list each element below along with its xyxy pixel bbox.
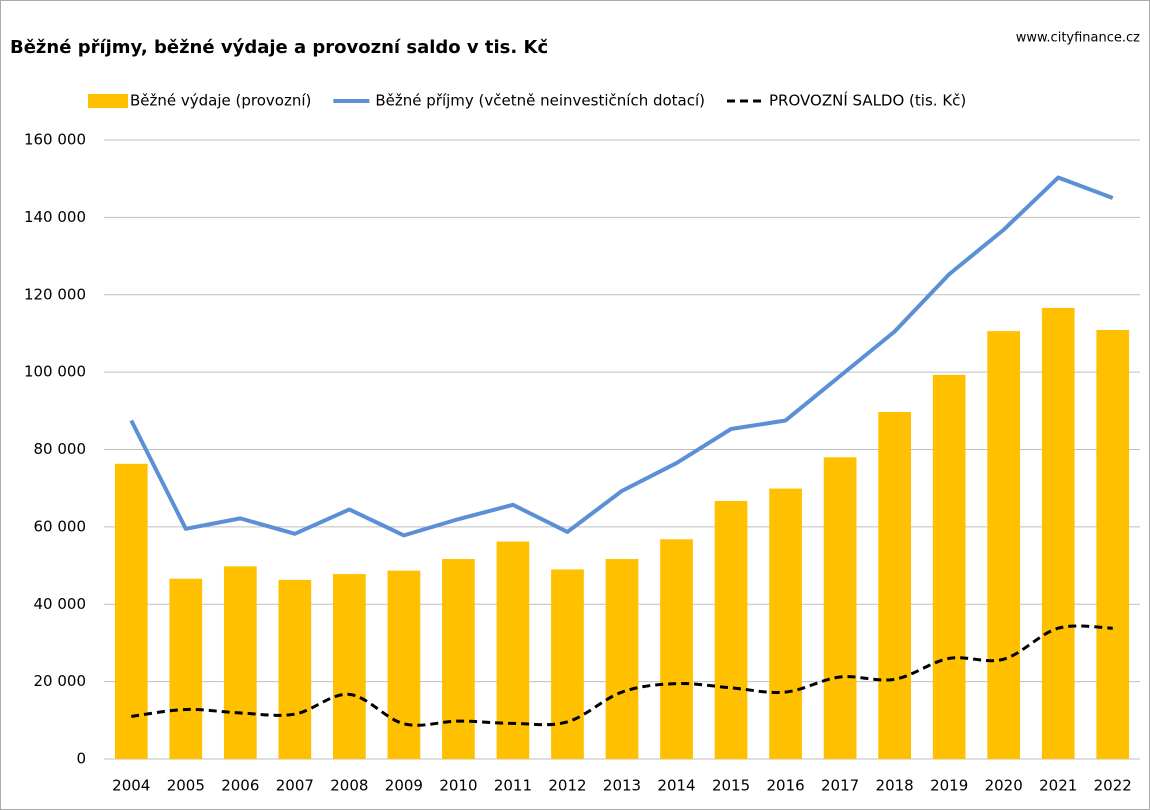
bar: [878, 411, 911, 759]
bar: [660, 539, 693, 759]
bar: [1096, 329, 1130, 759]
bar: [551, 569, 584, 759]
line-series: [131, 624, 1113, 727]
bar: [333, 574, 366, 759]
x-tick-label: 2006: [221, 777, 259, 795]
line-series: [129, 175, 1114, 538]
y-tick-label: 20 000: [34, 672, 87, 690]
legend-swatch: [88, 94, 128, 108]
bar: [223, 566, 257, 759]
bar: [769, 488, 802, 759]
x-tick-label: 2018: [876, 777, 914, 795]
x-tick-label: 2011: [494, 777, 532, 795]
x-tick-label: 2015: [712, 777, 750, 795]
x-tick-label: 2012: [548, 777, 586, 795]
bar: [987, 331, 1021, 759]
x-tick-label: 2004: [112, 777, 150, 795]
y-tick-label: 60 000: [34, 517, 87, 535]
bar: [442, 558, 475, 759]
bar: [1041, 307, 1075, 759]
x-tick-label: 2019: [930, 777, 968, 795]
y-tick-label: 140 000: [24, 208, 86, 226]
x-tick-label: 2008: [330, 777, 368, 795]
bar: [496, 541, 530, 759]
y-tick-label: 120 000: [24, 285, 86, 303]
y-tick-label: 100 000: [24, 363, 86, 381]
x-tick-label: 2005: [167, 777, 205, 795]
legend-label: Běžné výdaje (provozní): [130, 92, 311, 110]
x-tick-label: 2022: [1094, 777, 1132, 795]
bar: [114, 463, 148, 759]
x-tick-label: 2010: [439, 777, 477, 795]
y-tick-label: 160 000: [24, 131, 86, 149]
chart-title: Běžné příjmy, běžné výdaje a provozní sa…: [10, 37, 548, 58]
bar: [387, 570, 421, 759]
x-tick-label: 2007: [276, 777, 314, 795]
x-tick-label: 2013: [603, 777, 641, 795]
x-tick-label: 2021: [1039, 777, 1077, 795]
y-tick-label: 0: [76, 750, 86, 768]
source: www.cityfinance.cz: [1016, 31, 1140, 46]
bar: [605, 558, 639, 759]
x-tick-label: 2014: [657, 777, 695, 795]
x-tick-label: 2009: [385, 777, 423, 795]
bar: [714, 500, 748, 759]
legend-label: PROVOZNÍ SALDO (tis. Kč): [769, 91, 966, 110]
x-tick-label: 2017: [821, 777, 859, 795]
bar: [278, 579, 312, 759]
legend-label: Běžné příjmy (včetně neinvestičních dota…: [375, 92, 705, 110]
bar: [169, 578, 203, 759]
x-tick-label: 2016: [766, 777, 804, 795]
bar: [932, 374, 966, 759]
bar: [823, 457, 857, 759]
y-tick-label: 40 000: [34, 595, 87, 613]
y-tick-label: 80 000: [34, 440, 87, 458]
x-tick-label: 2020: [985, 777, 1023, 795]
